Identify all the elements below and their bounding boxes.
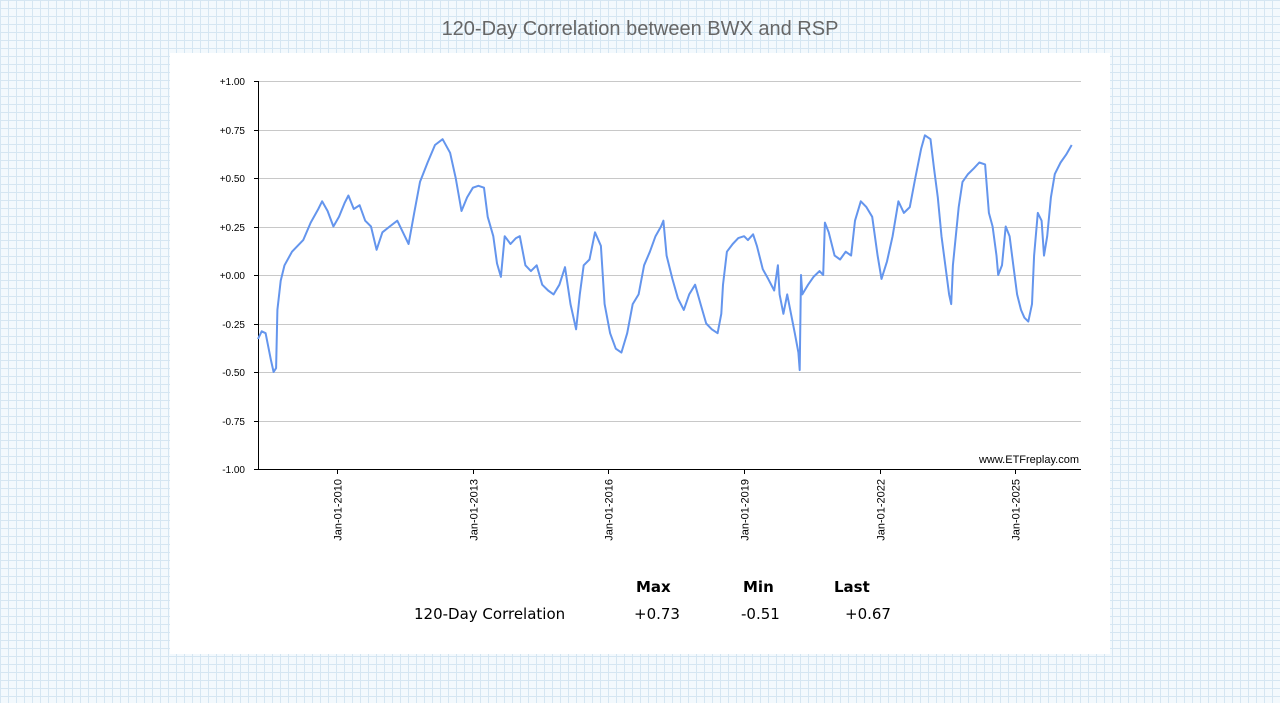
y-tick-label: -0.25	[222, 320, 245, 331]
x-tick-label: Jan-01-2013	[469, 479, 481, 541]
chart-axes	[254, 81, 1081, 474]
watermark-text: www.ETFreplay.com	[978, 454, 1079, 466]
y-tick-label: +0.00	[220, 271, 246, 282]
x-tick-label: Jan-01-2022	[876, 479, 888, 541]
y-tick-label: -1.00	[222, 465, 245, 476]
y-tick-label: +1.00	[220, 77, 246, 88]
y-axis-tick-labels: +1.00 +0.75 +0.50 +0.25 +0.00 -0.25 -0.50 -0.75…	[220, 77, 246, 476]
grid-lines	[258, 81, 1081, 470]
y-tick-label: +0.50	[220, 174, 246, 185]
x-tick-label: Jan-01-2010	[333, 479, 345, 541]
series-lines	[257, 134, 1073, 373]
chart-panel	[170, 53, 1110, 654]
chart-title: 120-Day Correlation between BWX and RSP	[441, 18, 839, 40]
series-line	[257, 134, 1073, 373]
y-tick-label: +0.75	[220, 126, 246, 137]
y-tick-label: -0.50	[222, 368, 245, 379]
x-tick-label: Jan-01-2025	[1011, 479, 1023, 541]
y-tick-label: +0.25	[220, 223, 246, 234]
x-tick-label: Jan-01-2016	[604, 479, 616, 541]
y-tick-label: -0.75	[222, 417, 245, 428]
x-tick-label: Jan-01-2019	[740, 479, 752, 541]
x-axis-tick-labels: Jan-01-2010 Jan-01-2013 Jan-01-2016 Jan-01-…	[333, 479, 1023, 541]
